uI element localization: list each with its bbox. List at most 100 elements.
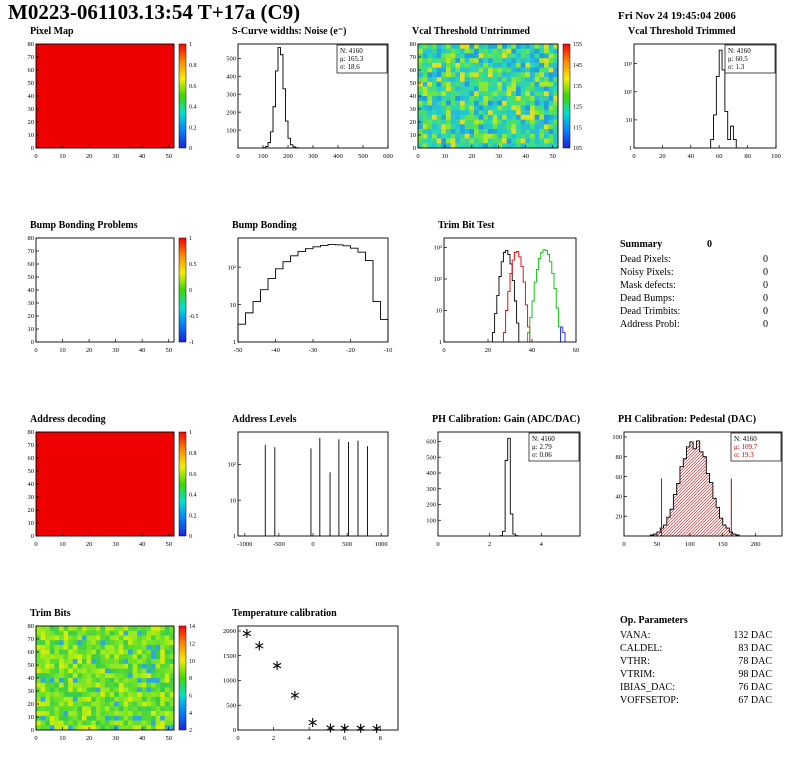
svg-text:0: 0 [311, 541, 314, 548]
svg-text:10: 10 [230, 302, 237, 309]
svg-text:70: 70 [410, 54, 417, 61]
op-parameter-label: CALDEL: [620, 643, 663, 654]
svg-text:100: 100 [426, 517, 436, 524]
panel-vcal-trimmed: Vcal Threshold Trimmed 0 20 40 60 80 100 1 10 10… [614, 26, 784, 161]
chart-title: Trim Bit Test [438, 220, 495, 231]
svg-text:200: 200 [283, 153, 293, 160]
svg-text:135: 135 [573, 84, 582, 90]
svg-text:10²: 10² [228, 462, 237, 469]
svg-text:80: 80 [616, 454, 623, 461]
svg-text:0: 0 [189, 534, 192, 540]
summary-value: 0 [763, 267, 768, 278]
svg-text:20: 20 [28, 313, 35, 320]
svg-text:4: 4 [307, 735, 311, 742]
svg-text:0.6: 0.6 [189, 84, 197, 90]
svg-text:105: 105 [573, 146, 582, 152]
svg-text:20: 20 [28, 507, 35, 514]
svg-text:10: 10 [230, 497, 237, 504]
chart-title: Bump Bonding [232, 220, 297, 231]
svg-text:10: 10 [626, 117, 633, 124]
svg-text:10: 10 [28, 520, 35, 527]
svg-text:μ: 165.3: μ: 165.3 [340, 55, 364, 63]
svg-text:20: 20 [28, 119, 35, 126]
bump-bonding-problems-chart: 0 10 20 30 40 50 0 10 20 30 40 50 60 70 80 1 0.5 0 -0.5 -1 [28, 235, 199, 354]
svg-text:0: 0 [416, 153, 419, 160]
svg-text:50: 50 [165, 153, 172, 160]
trim-bits-chart: 0 10 20 30 40 50 0 10 20 30 40 50 60 70 80 14 12 10 8 6 4 2 [28, 623, 196, 742]
svg-text:10²: 10² [434, 276, 443, 283]
svg-text:10: 10 [59, 735, 66, 742]
chart-title: S-Curve widths: Noise (e⁻) [232, 26, 347, 37]
svg-text:70: 70 [28, 54, 35, 61]
svg-text:30: 30 [112, 541, 119, 548]
svg-text:600: 600 [426, 439, 436, 446]
svg-text:50: 50 [28, 468, 35, 475]
svg-text:10: 10 [28, 326, 35, 333]
chart-title: Vcal Threshold Trimmed [628, 26, 736, 37]
svg-text:0: 0 [236, 153, 239, 160]
svg-text:30: 30 [112, 735, 119, 742]
op-parameter-row: IBIAS_DAC: 76 DAC [620, 681, 772, 694]
op-parameter-row: VOFFSETOP: 67 DAC [620, 694, 772, 707]
svg-text:N: 4160: N: 4160 [728, 47, 751, 55]
svg-text:200: 200 [426, 502, 436, 509]
svg-text:0.2: 0.2 [189, 125, 197, 131]
summary-label: Mask defects: [620, 280, 676, 291]
svg-text:20: 20 [86, 153, 93, 160]
svg-text:0: 0 [34, 153, 37, 160]
svg-text:60: 60 [28, 455, 35, 462]
svg-text:-1: -1 [189, 340, 194, 346]
svg-text:10²: 10² [228, 264, 237, 271]
svg-text:0: 0 [622, 541, 625, 548]
svg-text:4: 4 [540, 541, 544, 548]
chart-title: Address decoding [30, 414, 106, 425]
svg-text:40: 40 [688, 153, 695, 160]
summary-value: 0 [763, 306, 768, 317]
svg-text:100: 100 [258, 153, 268, 160]
svg-text:0: 0 [189, 146, 192, 152]
panel-trim-bits: Trim Bits 0 10 20 30 40 50 0 10 20 30 40 50 60 70 80 14… [16, 608, 206, 743]
svg-text:20: 20 [86, 347, 93, 354]
svg-text:σ: 18.6: σ: 18.6 [340, 63, 360, 71]
svg-text:10: 10 [442, 153, 449, 160]
svg-text:400: 400 [226, 73, 236, 80]
svg-text:50: 50 [165, 735, 172, 742]
chart-title: Temperature calibration [232, 608, 337, 619]
svg-text:30: 30 [112, 347, 119, 354]
svg-text:14: 14 [189, 624, 195, 630]
svg-text:-20: -20 [346, 347, 355, 354]
svg-text:50: 50 [28, 80, 35, 87]
svg-text:20: 20 [86, 735, 93, 742]
svg-text:-40: -40 [271, 347, 280, 354]
svg-text:12: 12 [189, 642, 195, 648]
summary-label: Dead Pixels: [620, 254, 671, 265]
op-parameter-label: VTHR: [620, 656, 650, 667]
op-parameter-label: VANA: [620, 630, 651, 641]
summary-row: Noisy Pixels: 0 [620, 266, 768, 279]
svg-text:8: 8 [379, 735, 382, 742]
svg-text:20: 20 [616, 513, 623, 520]
svg-text:μ: 60.5: μ: 60.5 [728, 55, 748, 63]
svg-text:500: 500 [358, 153, 368, 160]
svg-text:20: 20 [659, 153, 666, 160]
chart-title: Bump Bonding Problems [30, 220, 138, 231]
summary-header: Summary 0 [620, 238, 712, 251]
svg-text:100: 100 [226, 127, 236, 134]
address-decoding-chart: 0 10 20 30 40 50 0 10 20 30 40 50 60 70 80 1 0.8 0.6 0.4 0.… [28, 429, 197, 548]
op-parameter-label: VOFFSETOP: [620, 695, 679, 706]
svg-text:N: 4160: N: 4160 [532, 435, 555, 443]
address-levels-chart: -1000 -500 0 500 1000 1 10 10² [228, 431, 389, 548]
summary-value: 0 [763, 280, 768, 291]
svg-text:-10: -10 [384, 347, 393, 354]
svg-text:4: 4 [189, 711, 192, 717]
summary-value: 0 [763, 254, 768, 265]
svg-text:-30: -30 [309, 347, 318, 354]
svg-text:300: 300 [426, 486, 436, 493]
svg-text:50: 50 [549, 153, 556, 160]
svg-text:150: 150 [718, 541, 728, 548]
op-parameter-row: CALDEL: 83 DAC [620, 642, 772, 655]
summary-total: 0 [707, 239, 712, 250]
svg-text:1000: 1000 [223, 678, 236, 685]
svg-text:10: 10 [189, 659, 195, 665]
